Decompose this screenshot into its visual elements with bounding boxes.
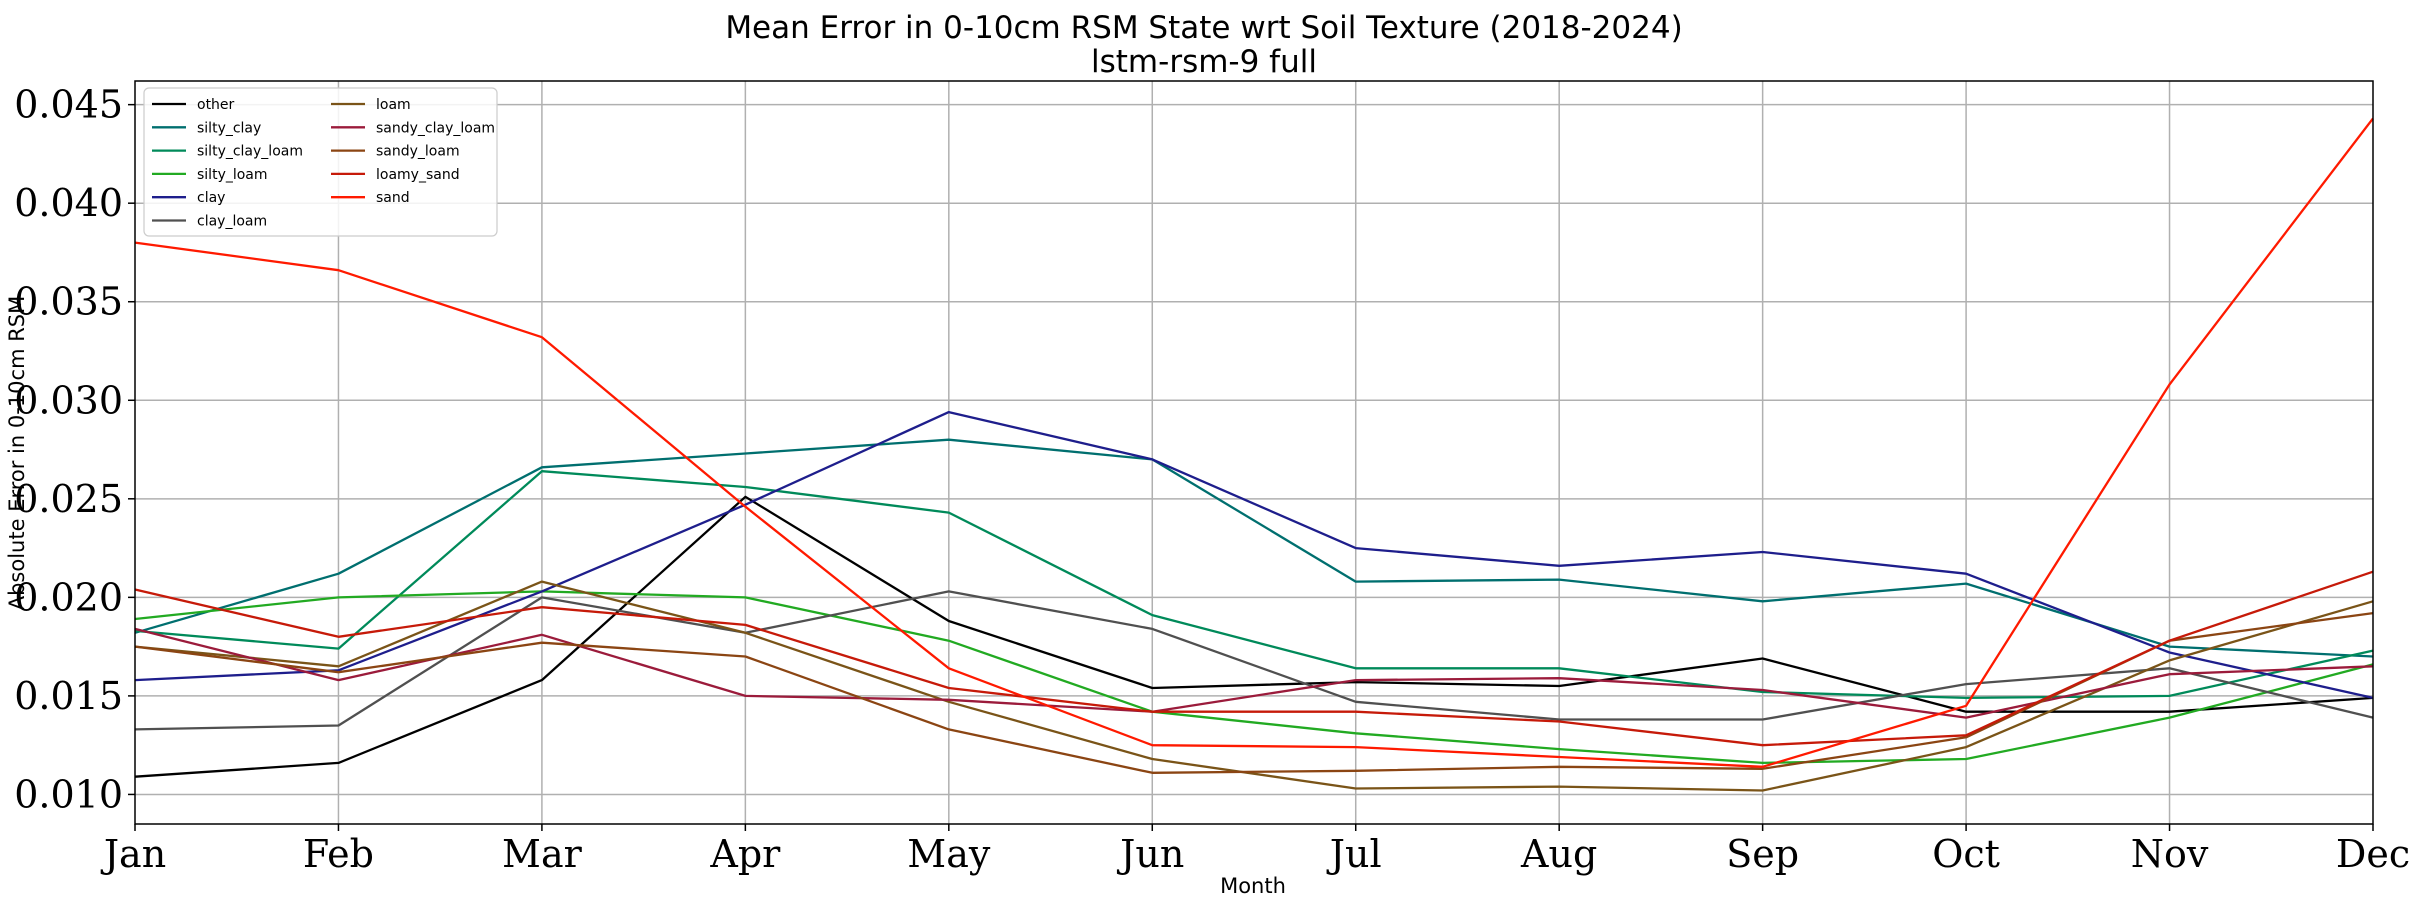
- x-tick-label: Aug: [1520, 832, 1597, 876]
- x-tick-label: Jul: [1326, 832, 1382, 876]
- x-tick-label: Jun: [1116, 832, 1184, 876]
- legend-label: loamy_sand: [376, 167, 460, 183]
- series-lines: [134, 117, 2374, 792]
- y-axis-label: Absolute Error in 0-10cm RSM: [5, 296, 29, 611]
- legend-label: silty_clay_loam: [197, 144, 303, 160]
- series-line-silty-loam: [134, 590, 2374, 765]
- series-line-sandy-loam: [134, 611, 2374, 774]
- x-tick-label: Apr: [709, 832, 781, 876]
- legend-label: sandy_clay_loam: [376, 120, 495, 136]
- y-tick-label: 0.015: [14, 674, 123, 718]
- y-tick-label: 0.020: [14, 575, 123, 619]
- y-tick-label: 0.045: [14, 83, 123, 127]
- x-tick-label: May: [907, 832, 991, 876]
- legend-label: clay: [197, 190, 225, 206]
- x-tick-label: Feb: [303, 832, 374, 876]
- series-line-other: [134, 495, 2374, 778]
- series-line-sandy-clay-loam: [134, 627, 2374, 719]
- x-axis-ticks: Jan Feb Mar Apr May Jun Jul Aug Sep Oct Nov Dec: [100, 824, 2409, 876]
- legend-label: sand: [376, 190, 410, 206]
- y-tick-label: 0.035: [14, 280, 123, 324]
- x-tick-label: Jan: [100, 832, 166, 876]
- y-tick-label: 0.010: [14, 772, 123, 816]
- series-line-silty-clay: [134, 438, 2374, 658]
- series-line-clay: [134, 410, 2374, 700]
- series-line-silty-clay-loam: [134, 470, 2374, 700]
- x-axis-label: Month: [1220, 874, 1286, 898]
- series-line-sand: [134, 117, 2374, 768]
- legend-label: silty_clay: [197, 120, 261, 136]
- legend: other silty_clay silty_clay_loam silty_loam…: [143, 87, 498, 237]
- legend-label: sandy_loam: [376, 144, 460, 160]
- legend-label: other: [197, 97, 235, 113]
- y-axis-ticks: 0.010 0.015 0.020 0.025 0.030 0.035 0.040 0.045: [14, 83, 135, 816]
- legend-label: clay_loam: [197, 214, 267, 230]
- series-line-loam: [134, 580, 2374, 792]
- x-tick-label: Sep: [1726, 832, 1799, 876]
- y-tick-label: 0.025: [14, 477, 123, 521]
- y-tick-label: 0.040: [14, 181, 123, 225]
- chart-subtitle: lstm-rsm-9 full: [1091, 44, 1317, 80]
- x-tick-label: Dec: [2336, 832, 2409, 876]
- legend-label: silty_loam: [197, 167, 268, 183]
- chart-title: Mean Error in 0-10cm RSM State wrt Soil …: [725, 10, 1682, 46]
- grid: [135, 81, 2373, 824]
- plot-frame: [134, 80, 2374, 825]
- x-tick-label: Nov: [2131, 832, 2209, 876]
- y-tick-label: 0.030: [14, 378, 123, 422]
- legend-label: loam: [376, 97, 411, 113]
- x-tick-label: Oct: [1932, 832, 2000, 876]
- x-tick-label: Mar: [502, 832, 583, 876]
- legend-box: [143, 87, 498, 237]
- series-line-loamy-sand: [134, 570, 2374, 747]
- series-line-clay-loam: [134, 590, 2374, 731]
